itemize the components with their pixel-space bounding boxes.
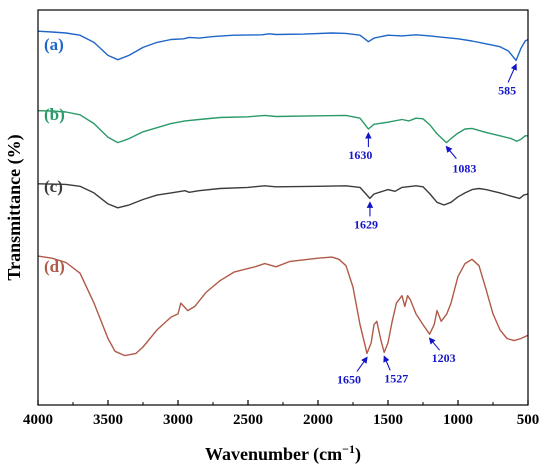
- x-tick-label-1000: 1000: [443, 412, 473, 428]
- x-tick-label-4000: 4000: [23, 412, 53, 428]
- series-label-1: (a): [44, 35, 64, 54]
- x-tick-label-2500: 2500: [233, 412, 263, 428]
- peak-arrow-585: [507, 63, 517, 83]
- x-tick-label-3000: 3000: [163, 412, 193, 428]
- series-line-1: [37, 30, 529, 62]
- x-tick-label-3500: 3500: [93, 412, 123, 428]
- peak-label-585: 585: [498, 83, 516, 97]
- series-label-3: (c): [44, 177, 63, 196]
- series-label-2: (b): [44, 105, 65, 124]
- x-tick-label-1500: 1500: [373, 412, 403, 428]
- peak-label-1650: 1650: [337, 372, 361, 386]
- peak-arrow-1650: [356, 356, 368, 372]
- x-tick-label-2000: 2000: [303, 412, 333, 428]
- series-label-4: (d): [44, 257, 65, 276]
- peak-label-1203: 1203: [432, 351, 456, 365]
- peak-annotations: 585 1630 1083 1629 1650 1527 1203: [337, 63, 517, 386]
- x-axis-ticks: 4000 3500 3000 2500 2000 1500 1000 500: [23, 400, 539, 428]
- x-axis-title: Wavenumber (cm−1): [205, 442, 361, 465]
- peak-arrow-1083: [445, 145, 457, 159]
- y-axis-title: Transmittance (%): [4, 134, 25, 280]
- spectra-curves: [37, 30, 529, 357]
- x-tick-label-500: 500: [517, 412, 540, 428]
- peak-label-1630: 1630: [348, 148, 372, 162]
- peak-label-1083: 1083: [452, 162, 476, 176]
- panel-labels: (a) (b) (c) (d): [44, 35, 65, 276]
- series-line-4: [37, 255, 529, 357]
- peak-label-1527: 1527: [384, 371, 408, 385]
- peak-arrow-1203: [428, 337, 441, 351]
- series-line-2: [37, 110, 528, 144]
- series-line-3: [37, 183, 529, 209]
- peak-arrow-1527: [383, 355, 391, 371]
- peak-label-1629: 1629: [354, 217, 378, 231]
